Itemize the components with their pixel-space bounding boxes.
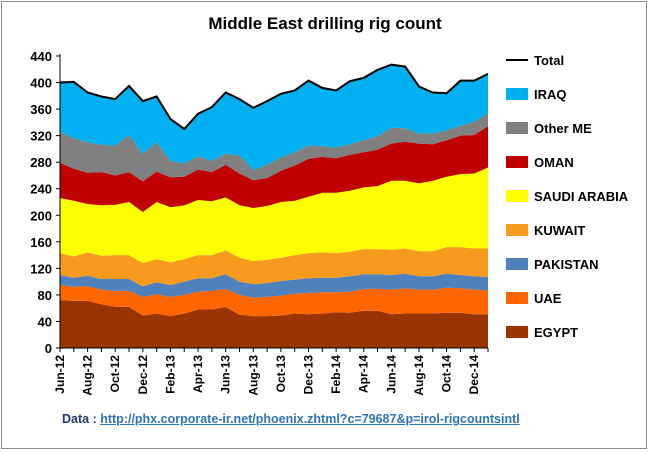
area-uae xyxy=(60,285,488,317)
legend-label-pakistan: PAKISTAN xyxy=(534,257,599,272)
legend-swatch-pakistan xyxy=(506,258,528,270)
area-saudi-arabia xyxy=(60,167,488,264)
legend-swatch-kuwait xyxy=(506,224,528,236)
y-tick-label: 440 xyxy=(30,49,52,64)
legend-swatch-egypt xyxy=(506,326,528,338)
area-oman xyxy=(60,126,488,212)
y-tick-label: 160 xyxy=(30,235,52,250)
x-tick-label: Dec-13 xyxy=(302,355,316,395)
x-tick-label: Feb-14 xyxy=(329,355,343,394)
x-tick-label: Aug-12 xyxy=(81,355,95,396)
y-tick-label: 360 xyxy=(30,102,52,117)
y-tick-label: 400 xyxy=(30,76,52,91)
y-tick-label: 120 xyxy=(30,261,52,276)
legend-label-other-me: Other ME xyxy=(534,121,592,136)
x-tick-label: Aug-13 xyxy=(246,355,260,396)
y-tick-label: 80 xyxy=(38,288,52,303)
y-tick-label: 280 xyxy=(30,155,52,170)
x-tick-label: Apr-14 xyxy=(357,355,371,393)
legend-label-saudi-arabia: SAUDI ARABIA xyxy=(534,189,629,204)
y-tick-label: 200 xyxy=(30,208,52,223)
y-tick-label: 40 xyxy=(38,314,52,329)
x-tick-label: Dec-12 xyxy=(136,355,150,395)
area-egypt xyxy=(60,300,488,348)
y-tick-label: 240 xyxy=(30,182,52,197)
legend-label-iraq: IRAQ xyxy=(534,87,567,102)
x-tick-label: Oct-14 xyxy=(440,355,454,393)
area-pakistan xyxy=(60,273,488,298)
x-tick-label: Jun-14 xyxy=(384,355,398,394)
x-tick-label: Apr-13 xyxy=(191,355,205,393)
source-line: Data : http://phx.corporate-ir.net/phoen… xyxy=(62,412,520,426)
legend-swatch-oman xyxy=(506,156,528,168)
legend-label-total: Total xyxy=(534,53,564,68)
total-line xyxy=(59,63,489,131)
x-tick-label: Oct-13 xyxy=(274,355,288,393)
legend-label-uae: UAE xyxy=(534,291,562,306)
source-label: Data : xyxy=(62,412,97,426)
legend-swatch-saudi-arabia xyxy=(506,190,528,202)
legend-label-kuwait: KUWAIT xyxy=(534,223,585,238)
legend-swatch-other-me xyxy=(506,122,528,134)
area-kuwait xyxy=(60,247,488,287)
x-tick-label: Jun-12 xyxy=(53,355,67,394)
source-link[interactable]: http://phx.corporate-ir.net/phoenix.zhtm… xyxy=(100,412,520,426)
area-other-me xyxy=(60,113,488,182)
chart-title: Middle East drilling rig count xyxy=(208,14,442,33)
area-iraq xyxy=(60,64,488,171)
legend-swatch-iraq xyxy=(506,88,528,100)
legend-label-oman: OMAN xyxy=(534,155,574,170)
x-tick-label: Aug-14 xyxy=(412,355,426,396)
x-tick-label: Oct-12 xyxy=(108,355,122,393)
legend-swatch-uae xyxy=(506,292,528,304)
y-tick-label: 320 xyxy=(30,129,52,144)
x-tick-label: Feb-13 xyxy=(163,355,177,394)
y-tick-label: 0 xyxy=(45,341,52,356)
x-tick-label: Dec-14 xyxy=(467,355,481,395)
x-tick-label: Jun-13 xyxy=(219,355,233,394)
legend-label-egypt: EGYPT xyxy=(534,325,578,340)
